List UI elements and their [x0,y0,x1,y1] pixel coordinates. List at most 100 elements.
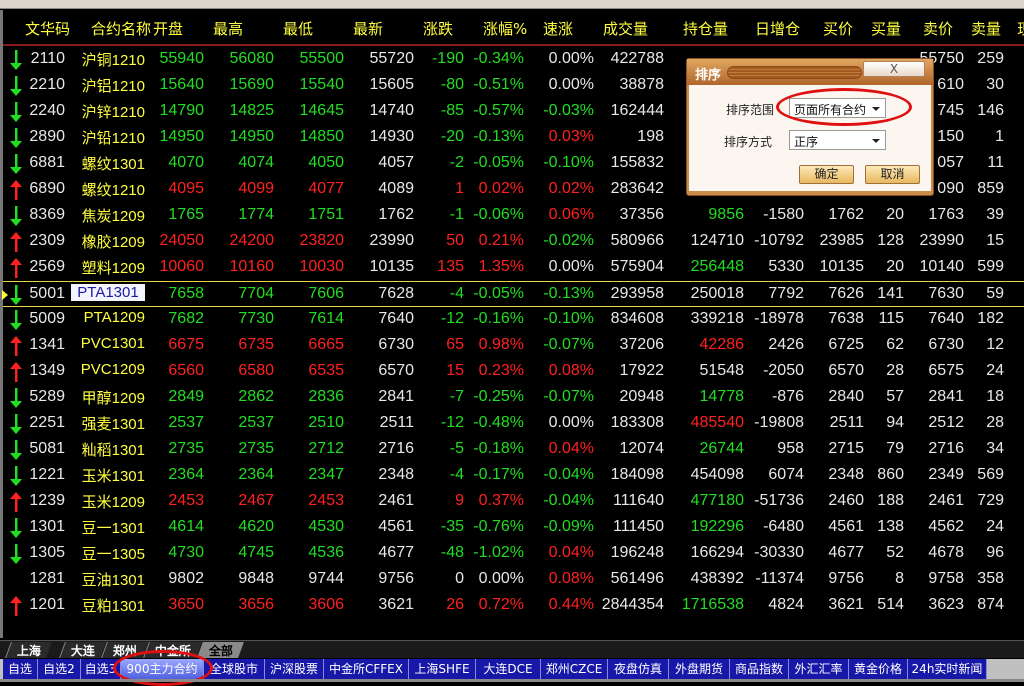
cell-open: 2849 [168,388,204,405]
cell-high: 1774 [238,206,274,223]
table-row[interactable]: 2569 塑料1209 10060 10160 10030 10135 135 1.35% 0.… [3,255,1024,281]
cell-bid: 2840 [828,388,864,405]
column-header[interactable]: 卖价 [923,20,954,38]
cell-chg: 135 [437,258,464,275]
cell-chg: -85 [440,102,464,119]
cell-code: 5009 [29,310,65,327]
cell-askv: 146 [977,102,1004,119]
cell-vol: 575904 [610,258,664,275]
cell-oi: 477180 [690,492,744,509]
table-row[interactable]: 5289 甲醇1209 2849 2862 2836 2841 -7 -0.25% -0.07%… [3,385,1024,411]
table-row[interactable]: 2251 强麦1301 2537 2537 2510 2511 -12 -0.48% 0.00%… [3,411,1024,437]
cell-vol: 283642 [610,180,664,197]
dialog-title-bar[interactable]: 排序 X [687,59,933,85]
table-row[interactable]: 6881 螺纹1301 4070 4074 4050 4057 -2 -0.05% -0.10%… [3,151,1024,177]
cell-open: 55940 [159,50,205,67]
cell-askv: 15 [986,232,1004,249]
cell-chg: -2 [449,154,464,171]
bottom-tab[interactable]: 自选 [3,659,38,679]
cell-spd: -0.02% [543,232,594,249]
table-row[interactable]: 6890 螺纹1210 4095 4099 4077 4089 1 0.02% 0.02% 283… [3,177,1024,203]
column-header[interactable]: 买量 [871,20,902,38]
cell-high: 4620 [238,518,274,535]
bottom-tab[interactable]: 夜盘仿真 [608,659,669,679]
column-header[interactable]: 日增仓 [755,20,801,38]
cell-code: 2210 [29,76,65,93]
table-row[interactable]: 5001 PTA1301 7658 7704 7606 7628 -4 -0.05% -0.13… [2,281,1024,307]
column-header[interactable]: 最高 [213,20,244,38]
bottom-tab[interactable]: 大连DCE [476,659,541,679]
ok-button[interactable]: 确定 [799,165,854,184]
cell-code: 8369 [29,206,65,223]
cell-inc: -51736 [754,492,804,509]
cell-last: 3621 [378,596,414,613]
column-header[interactable]: 买价 [823,20,854,38]
table-row[interactable]: 1221 玉米1301 2364 2364 2347 2348 -4 -0.17% -0.04%… [3,463,1024,489]
cell-open: 2364 [168,466,204,483]
column-header[interactable]: 卖量 [971,20,1002,38]
bottom-tab[interactable]: 商品指数 [730,659,789,679]
exchange-tab-label: 上海 [16,644,41,658]
cell-spd: 0.00% [548,76,594,93]
cell-ask: 7630 [928,285,964,302]
table-row[interactable]: 5009 PTA1209 7682 7730 7614 7640 -12 -0.16% -0.1… [3,307,1024,333]
bottom-tab[interactable]: 外盘期货 [669,659,730,679]
cell-bid: 2511 [829,414,864,431]
exchange-tab[interactable]: 全部 [197,642,244,658]
column-header[interactable]: 速涨 [543,20,574,38]
column-header[interactable]: 最新 [353,20,384,38]
table-row[interactable]: 1281 豆油1301 9802 9848 9744 9756 0 0.00% 0.08% 561… [3,567,1024,593]
table-row[interactable]: 1341 PVC1301 6675 6735 6665 6730 65 0.98% -0.07%… [3,333,1024,359]
cell-ask: 2512 [928,414,964,431]
cancel-button[interactable]: 取消 [865,165,920,184]
exchange-tab[interactable]: 上海 [5,642,52,658]
cell-oi: 51548 [699,362,745,379]
bottom-tab[interactable]: 沪深股票 [265,659,324,679]
cell-high: 2735 [238,440,274,457]
table-row[interactable]: 2210 沪铝1210 15640 15690 15540 15605 -80 -0.51% 0… [3,73,1024,99]
table-row[interactable]: 1301 豆一1301 4614 4620 4530 4561 -35 -0.76% -0.09… [3,515,1024,541]
table-row[interactable]: 8369 焦炭1209 1765 1774 1751 1762 -1 -0.06% 0.06% 3… [3,203,1024,229]
table-row[interactable]: 1305 豆一1305 4730 4745 4536 4677 -48 -1.02% 0.04%… [3,541,1024,567]
column-header[interactable]: 开盘 [153,20,184,38]
cell-open: 4095 [168,180,204,197]
cell-bidv: 188 [877,492,904,509]
table-row[interactable]: 1201 豆粕1301 3650 3656 3606 3621 26 0.72% 0.44% 28… [3,593,1024,619]
cell-inc: -876 [771,388,804,405]
close-button[interactable]: X [863,61,925,77]
cell-low: 6665 [308,336,344,353]
cell-bid: 7626 [828,285,864,302]
cell-askv: 259 [977,50,1004,67]
bottom-tab[interactable]: 外汇汇率 [789,659,849,679]
column-header[interactable]: 现 [1017,18,1024,39]
cell-high: 2467 [238,492,274,509]
exchange-tab[interactable]: 大连 [59,642,106,658]
cell-code: 5081 [29,440,65,457]
bottom-tab[interactable]: 中金所CFFEX [324,659,409,679]
bottom-tab[interactable]: 自选2 [38,659,81,679]
bottom-tab[interactable]: 24h实时新闻 [908,659,987,679]
bottom-tab[interactable]: 上海SHFE [409,659,476,679]
bottom-tab[interactable]: 全球股市 [204,659,265,679]
column-header[interactable]: 持仓量 [683,20,729,38]
table-row[interactable]: 2240 沪锌1210 14790 14825 14645 14740 -85 -0.57% -… [3,99,1024,125]
table-row[interactable]: 5081 籼稻1301 2735 2735 2712 2716 -5 -0.18% 0.04% 1… [3,437,1024,463]
column-header[interactable]: 涨幅% [483,20,528,38]
column-header[interactable]: 成交量 [603,20,649,38]
column-header[interactable]: 文华码 [25,20,71,38]
cell-vol: 38878 [619,76,665,93]
cell-chg: 9 [455,492,464,509]
arrow-down-icon [10,205,22,227]
bottom-tab[interactable]: 黄金价格 [849,659,908,679]
cell-ask: 4562 [928,518,964,535]
column-header[interactable]: 最低 [283,20,314,38]
column-header[interactable]: 合约名称 [91,20,152,38]
table-row[interactable]: 1239 玉米1209 2453 2467 2453 2461 9 0.37% -0.04% 11… [3,489,1024,515]
table-row[interactable]: 2890 沪铅1210 14950 14950 14850 14930 -20 -0.13% 0… [3,125,1024,151]
column-header[interactable]: 涨跌 [423,20,454,38]
bottom-tab[interactable]: 郑州CZCE [541,659,608,679]
table-row[interactable]: 1349 PVC1209 6560 6580 6535 6570 15 0.23% 0.08% 1… [3,359,1024,385]
bottom-tab[interactable]: 自选3 [81,659,121,679]
sort-order-select[interactable]: 正序 [789,130,886,150]
table-row[interactable]: 2309 橡胶1209 24050 24200 23820 23990 50 0.21% -0.… [3,229,1024,255]
